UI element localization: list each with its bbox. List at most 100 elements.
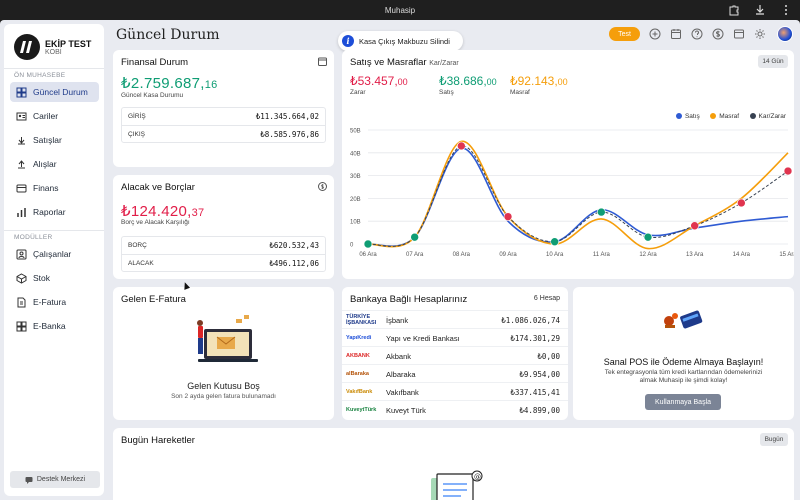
row-label: ÇIKIŞ [128, 130, 145, 138]
sidebar-item-finans[interactable]: Finans [10, 178, 99, 198]
calendar-icon[interactable] [670, 28, 682, 40]
bank-balance: ₺4.899,00 [519, 405, 560, 415]
table-row: GİRİŞ ₺11.345.664,02 [122, 108, 325, 125]
brand-name: EKİP TEST [45, 38, 92, 49]
kar-zarar-point [550, 237, 559, 247]
dashboard-icon [16, 87, 27, 97]
row-value: ₺11.345.664,02 [255, 112, 319, 121]
stat-decimal: 00 [397, 77, 408, 87]
sidebar-item-e-fatura[interactable]: E-Fatura [10, 292, 99, 312]
page-title: Güncel Durum [116, 27, 220, 43]
test-badge[interactable]: Test [609, 27, 640, 41]
chart-legend: Satış Masraf Kar/Zarar [670, 106, 786, 124]
x-tick-label: 08 Ara [453, 252, 471, 258]
x-tick-label: 12 Ara [639, 252, 657, 258]
add-icon[interactable] [649, 28, 661, 40]
sidebar-item-cariler[interactable]: Cariler [10, 106, 99, 126]
logo-icon [20, 41, 32, 53]
debt-credit-table: BORÇ ₺620.532,43 ALACAK ₺496.112,06 [121, 236, 326, 272]
bank-row[interactable]: TÜRKİYE İŞBANKASI İşbank ₺1.086.026,74 [342, 310, 568, 329]
sidebar-item-label: E-Banka [33, 321, 66, 331]
stat-value: ₺92.143, [510, 74, 558, 88]
financial-status-card: Finansal Durum ₺2.759.687,16 Güncel Kasa… [113, 50, 334, 167]
brand[interactable]: EKİP TEST KOBİ [14, 34, 91, 60]
window-icon[interactable] [733, 28, 745, 40]
x-tick-label: 06 Ara [359, 252, 377, 258]
bank-row[interactable]: VakıfBank Vakıfbank ₺337.415,41 [342, 382, 568, 401]
chart-subtitle: Kar/Zarar [429, 60, 459, 67]
pos-description: almak Muhasip ile şimdi kolay! [639, 377, 728, 384]
sidebar-item-calisanlar[interactable]: Çalışanlar [10, 244, 99, 264]
net-balance-main: ₺124.420, [121, 203, 192, 220]
help-icon[interactable] [691, 28, 703, 40]
kar-zarar-point [783, 166, 793, 176]
window-title: Muhasip [384, 6, 416, 15]
pos-title: Sanal POS ile Ödeme Almaya Başlayın! [603, 357, 764, 367]
stat-loss: ₺53.457,00 Zarar [350, 74, 408, 96]
currency-icon[interactable] [318, 182, 327, 191]
card-title: Bugün Hareketler [121, 435, 195, 446]
sidebar-item-raporlar[interactable]: Raporlar [10, 202, 99, 222]
finance-icon [16, 184, 27, 192]
contacts-icon [16, 112, 27, 120]
virtual-pos-card: Sanal POS ile Ödeme Almaya Başlayın! Tek… [573, 287, 794, 420]
bank-account-count: 6 Hesap [533, 295, 560, 302]
row-value: ₺496.112,06 [269, 258, 319, 268]
stat-value: ₺38.686, [439, 74, 487, 88]
sidebar-item-guncel-durum[interactable]: Güncel Durum [10, 82, 99, 102]
bank-balance: ₺9.954,00 [519, 369, 560, 379]
dollar-icon[interactable] [712, 28, 724, 40]
kar-zarar-point [597, 207, 606, 217]
brand-logo [14, 34, 40, 60]
sales-chart: 0 10B 20B 30B 40B 50B 06 Ara 07 Ara 08 Ara 09 Ara… [350, 129, 794, 259]
row-label: GİRİŞ [128, 113, 146, 120]
bank-row[interactable]: KuveytTürk Kuveyt Türk ₺4.899,00 [342, 400, 568, 419]
x-tick-label: 09 Ara [499, 252, 517, 258]
more-icon[interactable] [780, 4, 792, 16]
y-tick-label: 10B [350, 220, 361, 226]
y-tick-label: 50B [350, 129, 361, 135]
help-center-button[interactable]: Destek Merkezi [10, 471, 100, 488]
bank-logo: VakıfBank [346, 389, 373, 395]
bank-row[interactable]: alBaraka Albaraka ₺9.954,00 [342, 364, 568, 383]
bank-row[interactable]: YapıKredi Yapı ve Kredi Bankası ₺174.301,2… [342, 328, 568, 347]
sidebar-item-alislar[interactable]: Alışlar [10, 154, 99, 174]
avatar[interactable] [777, 26, 793, 42]
kar-zarar-point [503, 212, 513, 221]
table-row: ÇIKIŞ ₺8.585.976,86 [122, 125, 325, 142]
stat-label: Satış [439, 89, 454, 96]
app-window: EKİP TEST KOBİ ÖN MUHASEBE Güncel Durum … [0, 20, 800, 500]
info-icon: i [342, 35, 354, 47]
sidebar-item-satislar[interactable]: Satışlar [10, 130, 99, 150]
chat-icon [25, 476, 33, 484]
cash-balance-main: ₺2.759.687, [121, 75, 205, 92]
calendar-icon[interactable] [318, 57, 327, 66]
cash-flow-table: GİRİŞ ₺11.345.664,02 ÇIKIŞ ₺8.585.976,86 [121, 107, 326, 143]
gear-icon[interactable] [754, 28, 766, 40]
bank-balance: ₺1.086.026,74 [501, 315, 560, 325]
sidebar-item-e-banka[interactable]: E-Banka [10, 316, 99, 336]
bank-row[interactable]: AKBANK Akbank ₺0,00 [342, 346, 568, 365]
sidebar-item-stok[interactable]: Stok [10, 268, 99, 288]
bank-name: Vakıfbank [386, 387, 419, 397]
x-tick-label: 15 Ara [779, 252, 794, 258]
range-button[interactable]: 14 Gün [758, 55, 788, 68]
sales-expenses-card: Satış ve Masraflar Kar/Zarar 14 Gün ₺53.… [342, 50, 794, 279]
divider [4, 230, 104, 231]
start-using-button[interactable]: Kullanmaya Başla [645, 394, 721, 410]
legend-item[interactable]: Kar/Zarar [749, 113, 786, 120]
empty-inbox-title: Gelen Kutusu Boş [187, 381, 260, 391]
divider [4, 68, 104, 69]
card-title: Satış ve Masraflar Kar/Zarar [350, 57, 459, 68]
e-invoice-icon [17, 297, 26, 307]
legend-item[interactable]: Satış [675, 113, 700, 120]
extensions-icon[interactable] [728, 4, 740, 16]
legend-item[interactable]: Masraf [710, 113, 739, 120]
sidebar-item-label: Çalışanlar [33, 249, 72, 259]
today-button[interactable]: Bugün [760, 433, 788, 446]
y-tick-label: 40B [350, 151, 361, 157]
empty-document-illustration: @ [431, 470, 483, 500]
row-value: ₺8.585.976,86 [260, 129, 319, 139]
toast-message: Kasa Çıkış Makbuzu Silindi [359, 36, 450, 46]
download-icon[interactable] [754, 4, 766, 16]
